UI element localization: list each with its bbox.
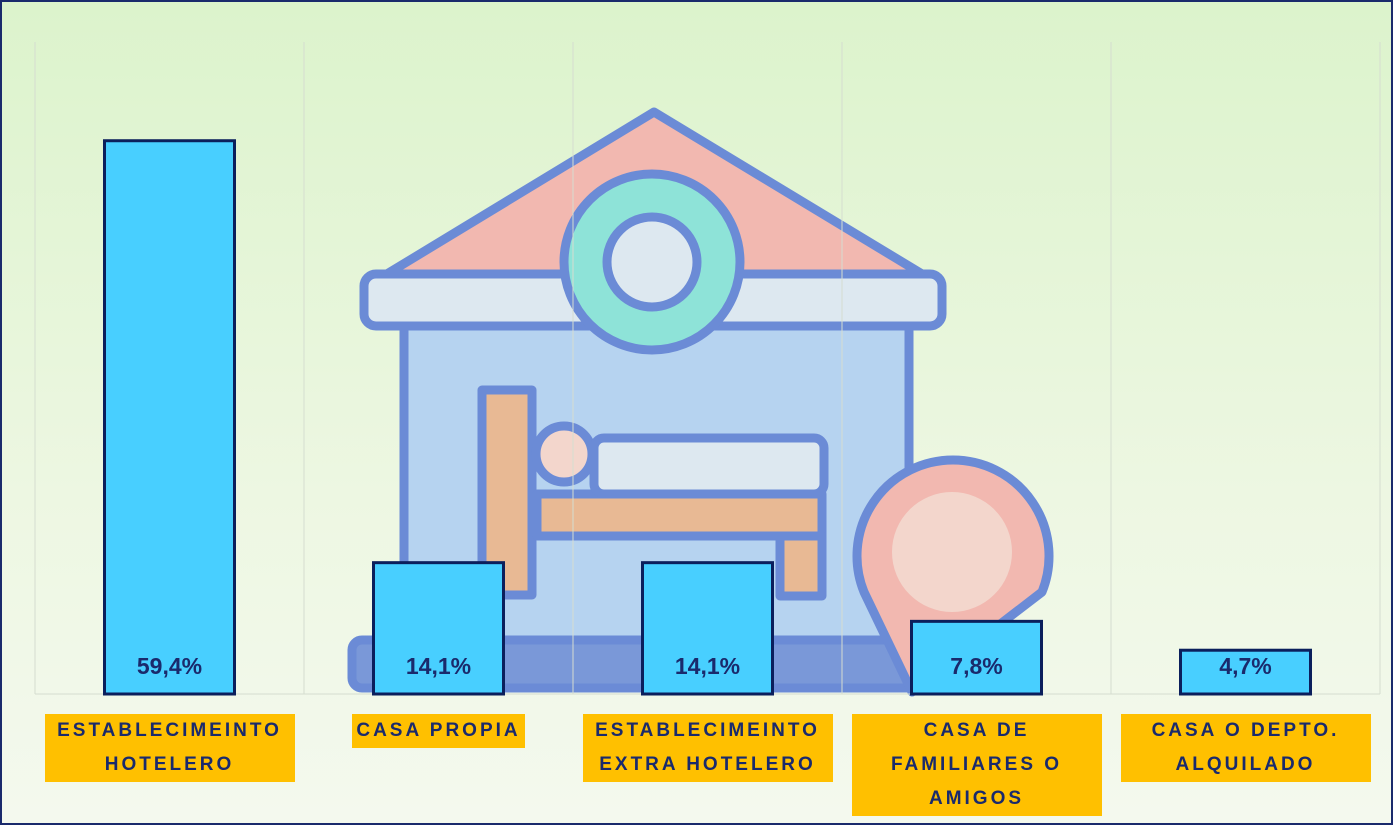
- x-tick-label: ESTABLECIMEINTO HOTELERO: [44, 714, 295, 782]
- value-label: 14,1%: [675, 653, 740, 679]
- bed-head: [477, 385, 537, 600]
- blanket: [589, 433, 829, 499]
- pillow-head: [531, 421, 597, 487]
- value-label: 7,8%: [950, 653, 1002, 679]
- bar: [103, 139, 236, 696]
- category-label-box: CASA DE FAMILIARES O AMIGOS: [851, 714, 1102, 816]
- category-label-box: CASA PROPIA: [314, 714, 564, 748]
- category-label-box: ESTABLECIMEINTO EXTRA HOTELERO: [582, 714, 833, 782]
- category-label-box: ESTABLECIMEINTO HOTELERO: [44, 714, 295, 782]
- value-label: 59,4%: [137, 653, 202, 679]
- value-label: 4,7%: [1219, 653, 1271, 679]
- x-tick-label: CASA O DEPTO. ALQUILADO: [1120, 714, 1371, 782]
- bar: [910, 619, 1043, 696]
- house-illustration: [347, 107, 1054, 697]
- bed-foot: [775, 531, 827, 601]
- porthole-glass: [602, 212, 702, 312]
- x-tick-label: CASA DE FAMILIARES O AMIGOS: [851, 714, 1102, 816]
- category-label-box: CASA O DEPTO. ALQUILADO: [1120, 714, 1371, 782]
- bar: [641, 561, 774, 696]
- bed-frame: [532, 489, 827, 541]
- pin-center: [892, 492, 1012, 612]
- x-tick-label: ESTABLECIMEINTO EXTRA HOTELERO: [582, 714, 833, 782]
- value-label: 14,1%: [406, 653, 471, 679]
- bar: [372, 561, 505, 696]
- x-tick-label: CASA PROPIA: [352, 714, 525, 748]
- bar: [1179, 648, 1312, 696]
